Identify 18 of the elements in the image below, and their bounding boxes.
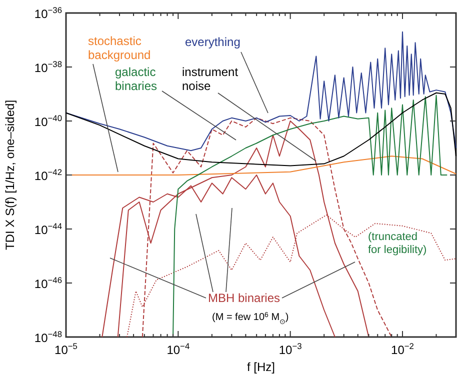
- text: stochastic background: [88, 34, 151, 62]
- annotation: (truncated for legibility): [368, 231, 427, 256]
- x-tick-label: 10$^{−4}$: [166, 341, 190, 357]
- text: instrument noise: [182, 65, 239, 93]
- y-tick-label: 10$^{−42}$: [34, 167, 62, 183]
- y-axis-title: TDI X S(f) [1/Hz, one–sided]: [3, 100, 17, 250]
- x-tick-label: 10$^{−3}$: [278, 341, 302, 357]
- x-axis-title: f [Hz]: [246, 360, 276, 374]
- y-tick-label: 10$^{−40}$: [34, 113, 62, 129]
- annotation: (M = few 10$^{6}$ M$_{⊙}$): [212, 312, 289, 326]
- text: everything: [185, 35, 240, 49]
- text: galactic binaries: [115, 65, 158, 93]
- text: MBH binaries: [208, 291, 280, 305]
- y-tick-label: 10$^{−46}$: [34, 275, 62, 291]
- x-tick-label: 10$^{−2}$: [391, 341, 414, 357]
- y-tick-label: 10$^{−38}$: [34, 59, 62, 75]
- y-tick-label: 10$^{−36}$: [34, 5, 62, 21]
- y-tick-label: 10$^{−44}$: [34, 221, 62, 237]
